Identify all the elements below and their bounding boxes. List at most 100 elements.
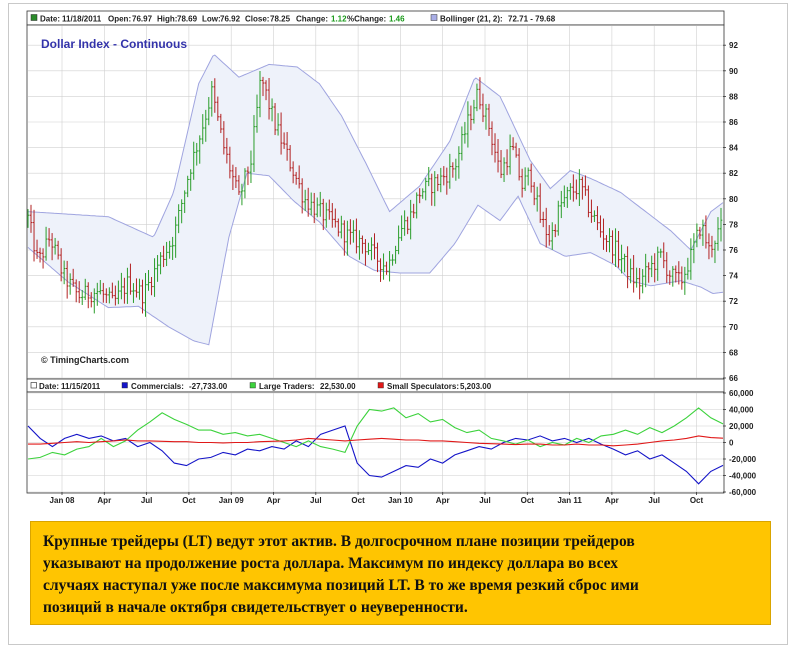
ohlc-bar	[270, 98, 274, 122]
ohlc-bar	[704, 215, 708, 249]
time-tick-label: Jan 08	[50, 496, 75, 505]
ohlc-bar	[584, 175, 587, 196]
ohlc-bar	[228, 146, 232, 179]
ohlc-bar	[129, 263, 132, 295]
commentary-line-3: случаях наступал уже после максимума поз…	[43, 577, 639, 594]
ohlc-bar	[303, 189, 307, 212]
ohlc-bar	[638, 267, 641, 300]
time-tick-label: Apr	[267, 496, 281, 505]
ohlc-bar	[508, 134, 512, 175]
ohlc-bar	[460, 126, 464, 161]
ohlc-bar	[77, 281, 81, 304]
ohlc-bar	[358, 230, 361, 260]
ohlc-bar	[472, 99, 476, 124]
ohlc-bar	[674, 265, 678, 283]
price-tick-label: 92	[729, 41, 738, 50]
ohlc-bar	[180, 199, 183, 224]
ohlc-bar	[469, 105, 473, 131]
ohlc-bar	[385, 261, 388, 275]
ohlc-bar	[481, 93, 485, 123]
legend-low: 76.92	[220, 15, 241, 24]
price-tick-label: 66	[729, 374, 738, 383]
legend-change-label: Change:	[296, 15, 328, 24]
legend-commercials: -27,733.00	[189, 382, 228, 391]
ohlc-bar	[276, 113, 280, 136]
time-tick-label: Jan 10	[388, 496, 413, 505]
legend-small-spec: 5,203.00	[460, 382, 492, 391]
ohlc-bar	[647, 262, 650, 283]
ohlc-bar	[252, 115, 256, 173]
ohlc-bar	[59, 248, 63, 282]
ohlc-bar	[590, 199, 593, 223]
ohlc-bar	[255, 94, 259, 133]
ohlc-bar	[300, 178, 304, 214]
ohlc-bar	[502, 157, 506, 183]
ohlc-bar	[189, 169, 193, 191]
ohlc-bar	[692, 233, 696, 264]
ohlc-bar	[611, 230, 614, 264]
ohlc-bar	[478, 77, 482, 110]
legend-bollinger-label: Bollinger (21, 2):	[440, 15, 503, 24]
ohlc-bar	[210, 80, 214, 117]
time-tick-label: Jan 09	[219, 496, 244, 505]
time-tick-label: Oct	[182, 496, 196, 505]
time-axis: Jan 08 Apr Jul Oct Jan 09 Apr Jul Oct Jan 10 Apr J…	[50, 492, 704, 505]
time-tick-label: Apr	[436, 496, 450, 505]
ohlc-bar	[629, 258, 632, 284]
ohlc-bar	[165, 241, 168, 267]
ohlc-bar	[89, 292, 93, 308]
ohlc-bar	[38, 247, 42, 263]
ohlc-bar	[219, 113, 223, 134]
ohlc-bar	[683, 266, 687, 295]
ohlc-bar	[707, 233, 711, 260]
cot-tick-label: -20,000	[729, 455, 757, 464]
ohlc-bar	[86, 282, 90, 309]
ohlc-bar	[659, 248, 663, 258]
ohlc-bar	[92, 288, 96, 314]
price-tick-label: 70	[729, 323, 738, 332]
ohlc-bar	[572, 174, 575, 202]
ohlc-bar	[626, 246, 629, 289]
ohlc-bar	[556, 200, 560, 236]
ohlc-bar	[267, 78, 271, 120]
ohlc-bar	[370, 237, 373, 261]
ohlc-bar	[632, 255, 635, 293]
legend-pct-label: %Change:	[347, 15, 386, 24]
legend-commercials-label: Commercials:	[131, 382, 184, 391]
ohlc-bar	[550, 222, 554, 250]
ohlc-bar	[635, 267, 638, 288]
price-tick-label: 84	[729, 144, 738, 153]
ohlc-bar	[117, 280, 120, 305]
ohlc-bar	[102, 282, 105, 303]
time-tick-label: Jul	[479, 496, 491, 505]
ohlc-bar	[490, 121, 494, 156]
ohlc-bar	[162, 245, 165, 268]
ohlc-bar	[511, 137, 515, 151]
legend-large-traders-label: Large Traders:	[259, 382, 315, 391]
time-tick-label: Jul	[310, 496, 322, 505]
cot-series-lines	[27, 407, 724, 485]
ohlc-bar	[677, 261, 681, 285]
ohlc-bar	[349, 219, 352, 245]
ohlc-bar	[83, 278, 87, 300]
time-tick-label: Jul	[141, 496, 153, 505]
ohlc-bar	[406, 216, 409, 235]
ohlc-bar	[282, 132, 286, 149]
ohlc-bar	[620, 244, 623, 274]
ohlc-bar	[32, 209, 36, 262]
legend-high: 78.69	[177, 15, 198, 24]
ohlc-bar	[294, 171, 298, 185]
svg-text:Date: 11/18/2011 Open:: Date: 11/18/2011 Open: 76.97 High: 78.69…	[40, 15, 405, 24]
ohlc-bar	[174, 216, 177, 258]
ohlc-bar	[505, 149, 509, 176]
ohlc-bar	[312, 192, 316, 224]
ohlc-bar	[581, 176, 584, 200]
ohlc-bar	[376, 242, 379, 273]
svg-text:Small Speculators: 5,203.0: Small Speculators: 5,203.00	[387, 382, 492, 391]
cot-tick-label: -40,000	[729, 472, 757, 481]
ohlc-bar	[216, 96, 220, 121]
ohlc-bar	[457, 146, 461, 179]
time-tick-label: Oct	[351, 496, 365, 505]
ohlc-bar	[340, 215, 343, 239]
ohlc-bar	[195, 142, 199, 166]
